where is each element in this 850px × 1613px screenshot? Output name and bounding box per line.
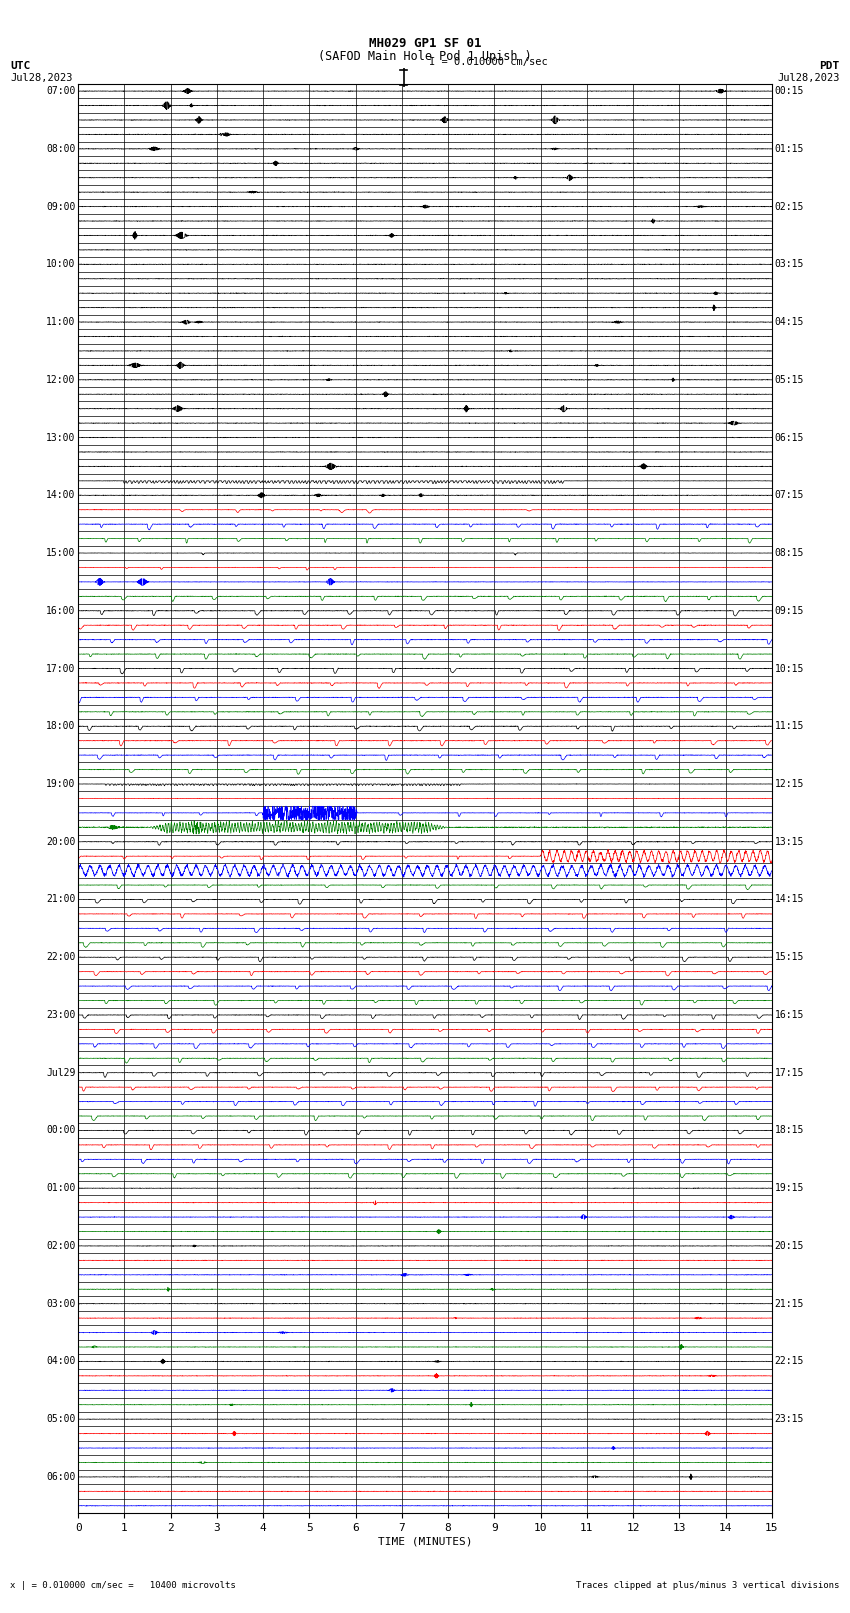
Text: 06:15: 06:15 bbox=[774, 432, 804, 442]
Text: 18:15: 18:15 bbox=[774, 1126, 804, 1136]
Text: 20:15: 20:15 bbox=[774, 1240, 804, 1252]
Text: 21:00: 21:00 bbox=[46, 895, 76, 905]
Text: 22:00: 22:00 bbox=[46, 952, 76, 963]
Text: x | = 0.010000 cm/sec =   10400 microvolts: x | = 0.010000 cm/sec = 10400 microvolts bbox=[10, 1581, 236, 1590]
Text: UTC: UTC bbox=[10, 61, 31, 71]
Text: 02:15: 02:15 bbox=[774, 202, 804, 211]
Text: 14:00: 14:00 bbox=[46, 490, 76, 500]
Text: MH029 GP1 SF 01: MH029 GP1 SF 01 bbox=[369, 37, 481, 50]
Text: 02:00: 02:00 bbox=[46, 1240, 76, 1252]
Text: 01:00: 01:00 bbox=[46, 1184, 76, 1194]
Text: 07:15: 07:15 bbox=[774, 490, 804, 500]
Text: 12:00: 12:00 bbox=[46, 374, 76, 386]
Text: 16:15: 16:15 bbox=[774, 1010, 804, 1019]
Text: 08:15: 08:15 bbox=[774, 548, 804, 558]
Text: 10:00: 10:00 bbox=[46, 260, 76, 269]
Text: 03:00: 03:00 bbox=[46, 1298, 76, 1308]
Text: 13:00: 13:00 bbox=[46, 432, 76, 442]
Text: (SAFOD Main Hole Pod 1 Upish ): (SAFOD Main Hole Pod 1 Upish ) bbox=[318, 50, 532, 63]
Text: 12:15: 12:15 bbox=[774, 779, 804, 789]
Text: 08:00: 08:00 bbox=[46, 144, 76, 153]
Text: 19:15: 19:15 bbox=[774, 1184, 804, 1194]
Text: 09:15: 09:15 bbox=[774, 606, 804, 616]
Text: Jul28,2023: Jul28,2023 bbox=[777, 73, 840, 82]
Text: 11:15: 11:15 bbox=[774, 721, 804, 731]
Text: 04:00: 04:00 bbox=[46, 1357, 76, 1366]
Text: 23:00: 23:00 bbox=[46, 1010, 76, 1019]
Text: 22:15: 22:15 bbox=[774, 1357, 804, 1366]
Text: 07:00: 07:00 bbox=[46, 85, 76, 97]
Text: 18:00: 18:00 bbox=[46, 721, 76, 731]
Text: 03:15: 03:15 bbox=[774, 260, 804, 269]
Text: 00:15: 00:15 bbox=[774, 85, 804, 97]
Text: 04:15: 04:15 bbox=[774, 318, 804, 327]
Text: 09:00: 09:00 bbox=[46, 202, 76, 211]
Text: 15:15: 15:15 bbox=[774, 952, 804, 963]
Text: 15:00: 15:00 bbox=[46, 548, 76, 558]
Text: 05:15: 05:15 bbox=[774, 374, 804, 386]
Text: Jul28,2023: Jul28,2023 bbox=[10, 73, 73, 82]
Text: Traces clipped at plus/minus 3 vertical divisions: Traces clipped at plus/minus 3 vertical … bbox=[576, 1581, 840, 1590]
Text: 06:00: 06:00 bbox=[46, 1473, 76, 1482]
Text: 01:15: 01:15 bbox=[774, 144, 804, 153]
Text: 19:00: 19:00 bbox=[46, 779, 76, 789]
Text: 11:00: 11:00 bbox=[46, 318, 76, 327]
Text: 05:00: 05:00 bbox=[46, 1415, 76, 1424]
Text: 17:15: 17:15 bbox=[774, 1068, 804, 1077]
Text: I = 0.010000 cm/sec: I = 0.010000 cm/sec bbox=[429, 56, 548, 68]
Text: 00:00: 00:00 bbox=[46, 1126, 76, 1136]
Text: Jul29: Jul29 bbox=[46, 1068, 76, 1077]
Text: 21:15: 21:15 bbox=[774, 1298, 804, 1308]
Text: 10:15: 10:15 bbox=[774, 663, 804, 674]
Text: 17:00: 17:00 bbox=[46, 663, 76, 674]
X-axis label: TIME (MINUTES): TIME (MINUTES) bbox=[377, 1537, 473, 1547]
Text: 14:15: 14:15 bbox=[774, 895, 804, 905]
Text: 20:00: 20:00 bbox=[46, 837, 76, 847]
Text: 23:15: 23:15 bbox=[774, 1415, 804, 1424]
Text: PDT: PDT bbox=[819, 61, 840, 71]
Text: 16:00: 16:00 bbox=[46, 606, 76, 616]
Text: 13:15: 13:15 bbox=[774, 837, 804, 847]
